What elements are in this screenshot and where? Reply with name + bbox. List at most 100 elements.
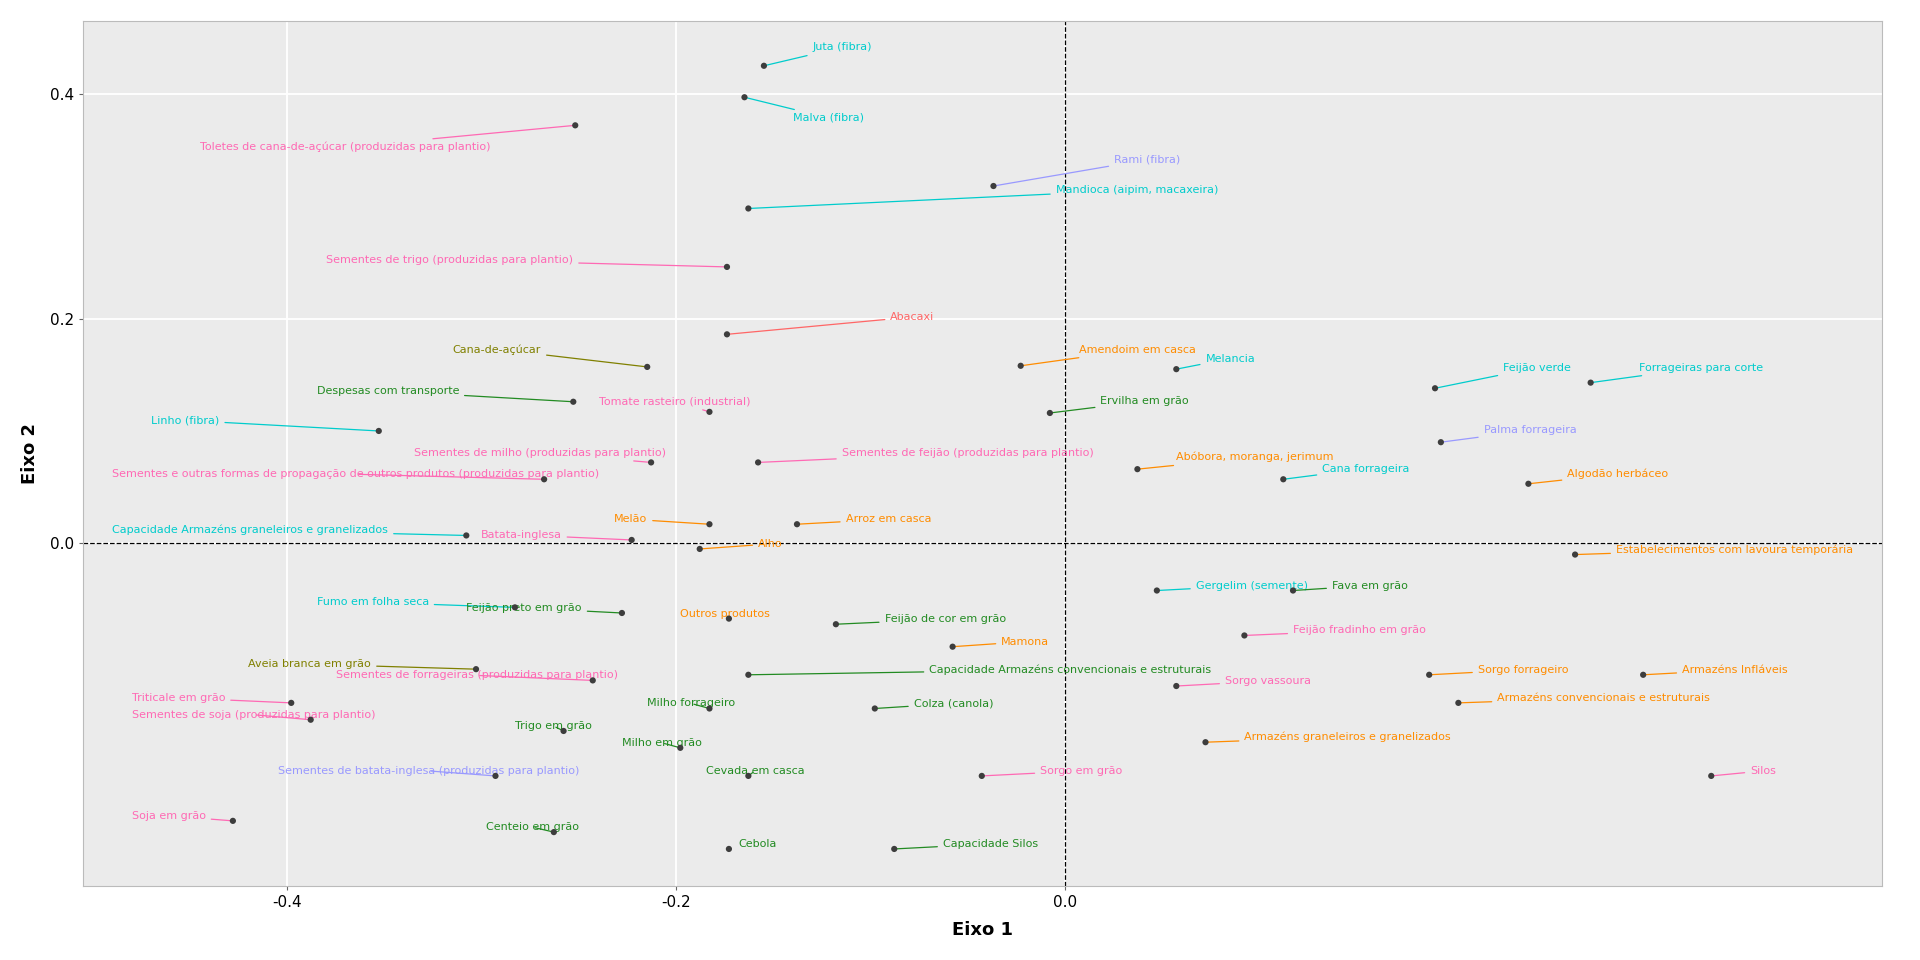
Point [730,89,760,105]
Text: Toletes de cana-de-açúcar (produzidas para plantio): Toletes de cana-de-açúcar (produzidas pa… [200,126,576,153]
Text: Armazéns graneleiros e granelizados: Armazéns graneleiros e granelizados [1206,732,1452,742]
Text: Melancia: Melancia [1177,353,1256,370]
Text: Forrageiras para corte: Forrageiras para corte [1590,363,1763,383]
Text: Fava em grão: Fava em grão [1292,581,1407,590]
Point [684,541,714,557]
Text: Fumo em folha seca: Fumo em folha seca [317,597,515,608]
Point [1444,695,1475,710]
Point [632,359,662,374]
Text: Capacidade Silos: Capacidade Silos [895,839,1039,849]
Point [561,118,591,133]
Point [695,516,726,532]
Point [363,423,394,439]
Point [695,404,726,420]
Text: Silos: Silos [1711,766,1776,776]
Point [1006,358,1037,373]
Point [578,673,609,688]
Point [636,455,666,470]
Point [1559,547,1590,563]
Text: Amendoim em casca: Amendoim em casca [1021,345,1196,366]
Point [217,813,248,828]
Text: Abacaxi: Abacaxi [728,312,935,334]
Text: Sementes e outras formas de propagação de outros produtos (produzidas para plant: Sementes e outras formas de propagação d… [111,469,599,479]
Point [733,768,764,783]
Point [499,600,530,615]
Point [712,259,743,275]
Text: Sementes de feijão (produzidas para plantio): Sementes de feijão (produzidas para plan… [758,448,1094,463]
Text: Triticale em grão: Triticale em grão [132,693,292,703]
Text: Sementes de forrageiras (produzidas para plantio): Sementes de forrageiras (produzidas para… [336,670,618,681]
Point [1267,471,1298,487]
Text: Soja em grão: Soja em grão [132,811,232,821]
Text: Sorgo vassoura: Sorgo vassoura [1177,676,1311,686]
Point [1419,380,1450,396]
Point [879,841,910,856]
Point [781,516,812,532]
Text: Palma forrageira: Palma forrageira [1440,425,1576,443]
Point [1513,476,1544,492]
Point [977,179,1008,194]
Point [733,667,764,683]
Point [743,455,774,470]
Point [937,639,968,655]
Point [1695,768,1726,783]
Text: Capacidade Armazéns convencionais e estruturais: Capacidade Armazéns convencionais e estr… [749,664,1212,675]
Text: Sementes de milho (produzidas para plantio): Sementes de milho (produzidas para plant… [415,448,666,463]
Text: Sorgo em grão: Sorgo em grão [981,766,1123,776]
Point [461,661,492,677]
X-axis label: Eixo 1: Eixo 1 [952,922,1014,939]
Point [1425,435,1455,450]
Point [538,825,568,840]
Point [1229,628,1260,643]
Point [712,326,743,342]
Text: Centeio em grão: Centeio em grão [486,822,578,832]
Point [820,616,851,632]
Text: Outros produtos: Outros produtos [680,609,770,618]
Text: Colza (canola): Colza (canola) [876,699,993,708]
Text: Feijão fradinho em grão: Feijão fradinho em grão [1244,626,1427,636]
Point [733,201,764,216]
Point [276,695,307,710]
Y-axis label: Eixo 2: Eixo 2 [21,423,38,484]
Point [1413,667,1444,683]
Text: Milho forrageiro: Milho forrageiro [647,699,735,708]
Point [528,471,559,487]
Point [714,611,745,626]
Text: Malva (fibra): Malva (fibra) [745,97,864,123]
Text: Sementes de trigo (produzidas para plantio): Sementes de trigo (produzidas para plant… [326,254,728,267]
Text: Mandioca (aipim, macaxeira): Mandioca (aipim, macaxeira) [749,185,1217,208]
Point [1162,362,1192,377]
Text: Abóbora, moranga, jerimum: Abóbora, moranga, jerimum [1137,452,1334,469]
Point [616,532,647,547]
Point [1277,583,1308,598]
Text: Arroz em casca: Arroz em casca [797,515,931,524]
Point [714,841,745,856]
Point [1142,583,1173,598]
Point [1035,405,1066,420]
Point [559,394,589,409]
Text: Alho: Alho [699,539,783,549]
Text: Sementes de batata-inglesa (produzidas para plantio): Sementes de batata-inglesa (produzidas p… [278,766,580,776]
Text: Sorgo forrageiro: Sorgo forrageiro [1428,664,1569,675]
Point [1574,375,1605,391]
Text: Armazéns Infláveis: Armazéns Infláveis [1644,664,1788,675]
Point [451,528,482,543]
Text: Cana forrageira: Cana forrageira [1283,464,1409,479]
Text: Aveia branca em grão: Aveia branca em grão [248,660,476,669]
Text: Linho (fibra): Linho (fibra) [152,416,378,431]
Text: Despesas com transporte: Despesas com transporte [317,386,574,401]
Text: Ervilha em grão: Ervilha em grão [1050,396,1188,413]
Text: Capacidade Armazéns graneleiros e granelizados: Capacidade Armazéns graneleiros e granel… [111,525,467,536]
Text: Cebola: Cebola [739,839,778,849]
Point [480,768,511,783]
Text: Cevada em casca: Cevada em casca [705,766,804,776]
Text: Algodão herbáceo: Algodão herbáceo [1528,468,1668,484]
Text: Trigo em grão: Trigo em grão [515,721,591,731]
Point [1162,679,1192,694]
Text: Armazéns convencionais e estruturais: Armazéns convencionais e estruturais [1459,693,1711,703]
Text: Rami (fibra): Rami (fibra) [993,155,1181,186]
Point [966,768,996,783]
Point [860,701,891,716]
Text: Juta (fibra): Juta (fibra) [764,42,872,66]
Text: Batata-inglesa: Batata-inglesa [480,530,632,540]
